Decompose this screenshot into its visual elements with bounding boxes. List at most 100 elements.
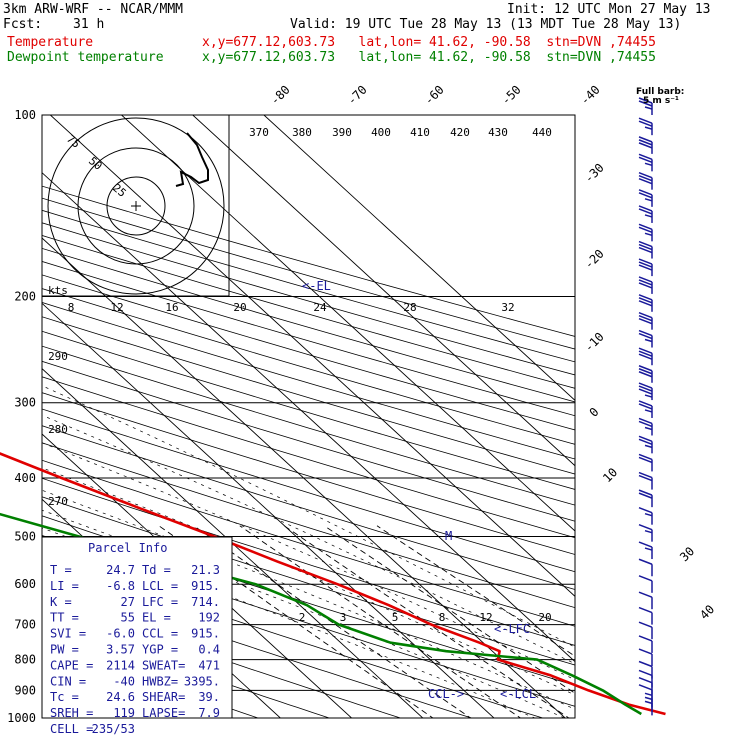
mixing-ratio-line bbox=[324, 525, 575, 694]
isotherm-label: -10 bbox=[582, 330, 607, 355]
parcel-info-key: PW = bbox=[50, 643, 79, 657]
hodograph-speed-label: 24 bbox=[313, 301, 327, 314]
wind-barb-flag bbox=[638, 276, 653, 283]
wind-barb-half-flag bbox=[644, 444, 653, 449]
wind-barb-flag bbox=[638, 471, 653, 479]
wind-barb bbox=[638, 506, 653, 525]
moist-adiabat-line bbox=[42, 442, 575, 681]
theta-label: 380 bbox=[292, 126, 312, 139]
mixing-ratio-line bbox=[283, 525, 570, 718]
isotherm-label: 40 bbox=[697, 602, 717, 622]
wind-barb-flag bbox=[638, 153, 653, 161]
plot-frame bbox=[41, 114, 576, 719]
parcel-info-value: 24.6 bbox=[106, 690, 135, 704]
dry-adiabat-line bbox=[42, 261, 575, 417]
wind-barb-flag bbox=[638, 329, 653, 337]
wind-barb-flag bbox=[638, 371, 653, 378]
pressure-tick-label: 700 bbox=[14, 618, 36, 632]
wind-barb-flag bbox=[638, 523, 653, 531]
isotherm-line bbox=[42, 237, 566, 718]
mixing-ratio-line bbox=[239, 525, 522, 718]
theta-label: 430 bbox=[488, 126, 508, 139]
parcel-info-key: CAPE = bbox=[50, 658, 93, 672]
wind-barb-half-flag bbox=[644, 394, 653, 398]
parcel-info-key: EL = bbox=[142, 611, 171, 625]
lcl-marker: <-LCL bbox=[500, 687, 536, 701]
wind-barb bbox=[638, 365, 653, 383]
wind-barb bbox=[638, 435, 653, 454]
wind-barb bbox=[638, 400, 653, 418]
dry-adiabat-line bbox=[42, 330, 575, 490]
wind-barb bbox=[638, 294, 653, 312]
wind-barb bbox=[638, 453, 653, 472]
wind-barb-flag bbox=[638, 279, 653, 286]
wind-barb-flag bbox=[638, 388, 653, 395]
dewpoint-location-info: x,y=677.12,603.73 lat,lon= 41.62, -90.58… bbox=[202, 50, 656, 65]
wind-barb-flag bbox=[638, 240, 653, 248]
wind-barb bbox=[638, 311, 653, 330]
wind-barb bbox=[638, 97, 653, 115]
wind-barb bbox=[638, 635, 653, 653]
wind-barb bbox=[638, 189, 653, 207]
isotherm-line bbox=[42, 433, 353, 718]
mixed-layer-marker: M bbox=[445, 529, 452, 543]
wind-barb-flag bbox=[638, 347, 653, 354]
theta-label: 390 bbox=[332, 126, 352, 139]
wind-barb-flag bbox=[638, 420, 653, 428]
wind-barb bbox=[638, 591, 653, 610]
wind-barb-half-flag bbox=[644, 547, 653, 551]
pressure-tick-label: 400 bbox=[14, 471, 36, 485]
dry-adiabat-line bbox=[42, 302, 575, 460]
parcel-info-value: 39. bbox=[198, 690, 220, 704]
wind-barb-half-flag bbox=[644, 198, 653, 202]
dewpoint-legend: Dewpoint temperature bbox=[7, 50, 164, 65]
isotherm-label: -40 bbox=[578, 83, 603, 108]
wind-barb-flag bbox=[638, 120, 653, 127]
isotherm-label: 0 bbox=[587, 405, 602, 420]
lfc-marker: <-LFC bbox=[494, 622, 530, 636]
pressure-tick-label: 500 bbox=[14, 529, 36, 543]
wind-barb-flag bbox=[638, 314, 653, 322]
moist-adiabat-line bbox=[42, 527, 536, 718]
full-barb-value: 5 m s⁻¹ bbox=[643, 96, 679, 106]
hodograph-unit-label: kts bbox=[48, 284, 68, 297]
wind-barb-flag bbox=[638, 246, 653, 254]
wind-barb-half-flag bbox=[644, 409, 653, 413]
wind-barb-flag bbox=[638, 258, 653, 265]
isotherm-label: -20 bbox=[582, 247, 607, 272]
wind-barb bbox=[638, 558, 653, 577]
wind-barb bbox=[638, 648, 653, 667]
pressure-tick-label: 300 bbox=[14, 396, 36, 410]
dry-adiabat-line bbox=[42, 442, 575, 609]
wind-barb bbox=[638, 136, 653, 154]
wind-barb bbox=[638, 347, 653, 366]
wind-barb-flag bbox=[638, 385, 653, 392]
wind-barb bbox=[638, 621, 653, 640]
parcel-info-value: -6.8 bbox=[106, 579, 135, 593]
wind-barb-flag bbox=[638, 223, 653, 231]
wind-barb-flag bbox=[638, 677, 653, 684]
init-time: Init: 12 UTC Mon 27 May 13 bbox=[507, 2, 711, 17]
hodograph-ring-label: 75 bbox=[64, 132, 83, 150]
mixing-ratio-label: 5 bbox=[392, 611, 399, 624]
wind-barb-flag bbox=[638, 541, 653, 548]
wind-barb-flag bbox=[638, 489, 653, 496]
wind-barb bbox=[638, 117, 653, 136]
wind-barb-flag bbox=[638, 684, 653, 691]
wind-barb-flag bbox=[638, 243, 653, 251]
theta-label: 370 bbox=[249, 126, 269, 139]
wind-barb-flag bbox=[638, 417, 653, 425]
parcel-info-key: SHEAR= bbox=[142, 690, 185, 704]
mixing-ratio-label: 2 bbox=[299, 611, 306, 624]
wind-barb-flag bbox=[638, 297, 653, 304]
wind-barb bbox=[638, 489, 653, 508]
parcel-info-box bbox=[41, 536, 233, 719]
isotherm-label: -70 bbox=[345, 83, 370, 108]
hodograph-speed-label: 16 bbox=[165, 301, 178, 314]
parcel-info-value: 24.7 bbox=[106, 563, 135, 577]
wind-barb-half-flag bbox=[644, 106, 653, 110]
parcel-info-key: LAPSE= bbox=[142, 706, 185, 720]
wind-barb-flag bbox=[638, 353, 653, 360]
parcel-info-value: -40 bbox=[113, 674, 135, 688]
parcel-info-key: T = bbox=[50, 563, 72, 577]
